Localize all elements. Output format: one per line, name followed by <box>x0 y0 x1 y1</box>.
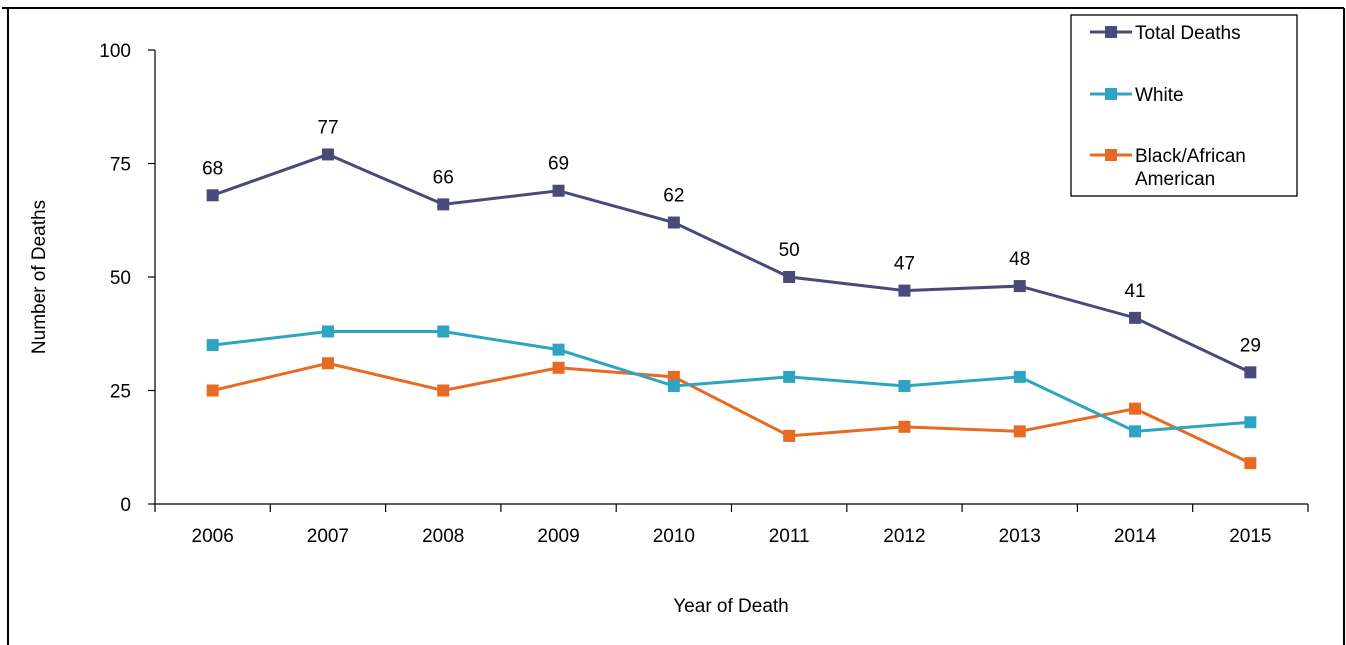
data-label: 47 <box>894 254 915 275</box>
data-point-marker <box>1013 280 1026 293</box>
legend-marker <box>1105 149 1117 161</box>
y-tick-label: 100 <box>99 41 131 62</box>
data-label: 69 <box>548 154 569 175</box>
data-point-marker <box>667 370 680 383</box>
data-label: 48 <box>1009 249 1030 270</box>
data-point-marker <box>1129 311 1142 324</box>
data-point-marker <box>1013 370 1026 383</box>
data-point-marker <box>1013 425 1026 438</box>
y-axis-title: Number of Deaths <box>29 200 50 354</box>
data-point-marker <box>1129 402 1142 415</box>
data-point-marker <box>1129 425 1142 438</box>
y-axis-ticks: 0 25 50 75 100 <box>99 41 155 516</box>
data-point-marker <box>1244 457 1257 470</box>
series-layer: 68 77 66 69 62 50 47 48 41 29 <box>202 117 1261 470</box>
y-tick-label: 25 <box>110 382 131 403</box>
data-label: 29 <box>1240 335 1261 356</box>
data-point-marker <box>206 339 219 352</box>
data-point-marker <box>437 384 450 397</box>
series-total-deaths: 68 77 66 69 62 50 47 48 41 29 <box>202 117 1261 379</box>
legend-label: White <box>1135 85 1184 106</box>
data-label: 62 <box>663 186 684 207</box>
legend-label: American <box>1135 169 1215 190</box>
x-tick-label: 2013 <box>999 526 1041 547</box>
data-point-marker <box>898 379 911 392</box>
x-axis-ticks: 2006 2007 2008 2009 2010 2011 2012 2013 2014 2015 <box>154 504 1309 547</box>
x-tick-label: 2007 <box>307 526 349 547</box>
data-point-marker <box>783 271 796 283</box>
legend-marker <box>1105 88 1117 100</box>
data-point-marker <box>783 429 796 442</box>
legend-box <box>1070 14 1298 197</box>
series-black-african-american <box>206 357 1257 470</box>
y-tick-label: 75 <box>110 155 131 176</box>
legend-item: Total Deaths <box>1090 23 1241 44</box>
data-point-marker <box>321 148 334 161</box>
data-point-marker <box>552 184 565 197</box>
data-point-marker <box>898 284 911 297</box>
data-point-marker <box>898 420 911 433</box>
data-label: 77 <box>317 117 338 138</box>
series-line <box>212 329 1251 433</box>
series-white <box>206 325 1257 438</box>
data-label: 68 <box>202 158 223 179</box>
x-tick-label: 2011 <box>769 526 810 547</box>
data-point-marker <box>437 325 450 338</box>
data-point-marker <box>206 384 219 397</box>
legend-label: Total Deaths <box>1135 23 1241 44</box>
series-line <box>212 152 1251 374</box>
data-point-marker <box>1244 366 1257 379</box>
x-tick-label: 2015 <box>1229 526 1271 547</box>
data-point-marker <box>552 361 565 374</box>
data-point-marker <box>206 189 219 202</box>
data-point-marker <box>437 198 450 211</box>
data-label: 66 <box>433 167 454 188</box>
legend-marker <box>1105 26 1117 38</box>
y-tick-label: 0 <box>120 495 131 516</box>
data-label: 50 <box>779 240 800 261</box>
data-point-marker <box>552 343 565 356</box>
y-tick-label: 50 <box>110 268 131 289</box>
x-tick-label: 2006 <box>192 526 234 547</box>
legend-item: White <box>1090 85 1184 106</box>
data-point-marker <box>667 216 680 229</box>
data-point-marker <box>321 357 334 370</box>
data-point-marker <box>783 370 796 383</box>
data-label: 41 <box>1124 281 1145 302</box>
x-tick-label: 2008 <box>422 526 464 547</box>
x-tick-label: 2012 <box>883 526 925 547</box>
x-tick-label: 2010 <box>653 526 695 547</box>
x-tick-label: 2014 <box>1114 526 1157 547</box>
x-tick-label: 2009 <box>537 526 579 547</box>
x-axis-title: Year of Death <box>673 596 789 617</box>
legend-label: Black/African <box>1135 146 1246 167</box>
data-point-marker <box>1244 416 1257 429</box>
series-line <box>212 361 1251 465</box>
data-point-marker <box>321 325 334 338</box>
data-point-marker <box>667 379 680 392</box>
